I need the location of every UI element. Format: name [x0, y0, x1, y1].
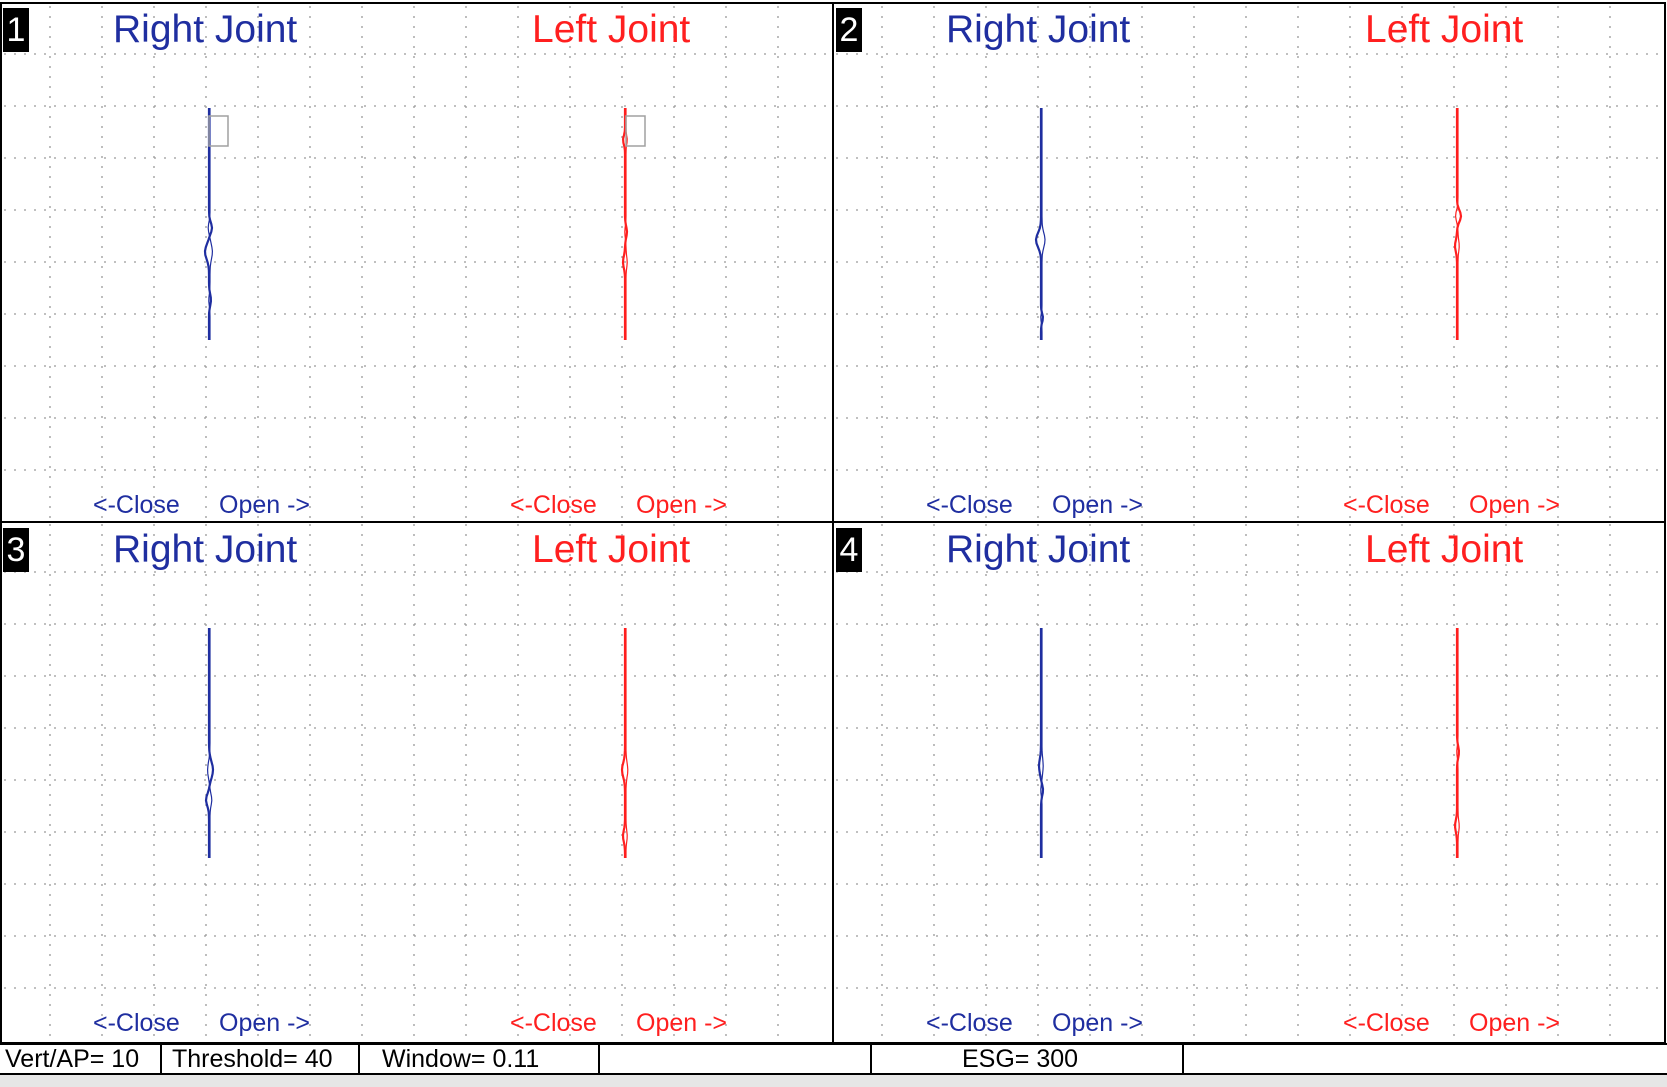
window-status: Window= 0.11: [360, 1045, 600, 1073]
panel-number-4: 4: [836, 528, 862, 572]
left-close-label-2: <-Close: [1343, 491, 1430, 519]
right-close-label-1: <-Close: [93, 491, 180, 519]
left-open-label-3: Open ->: [636, 1009, 728, 1037]
left-close-label-3: <-Close: [510, 1009, 597, 1037]
bottom-strip: [0, 1075, 1667, 1087]
left-open-label-4: Open ->: [1469, 1009, 1561, 1037]
right-joint-title-4: Right Joint: [946, 528, 1131, 571]
left-joint-title-4: Left Joint: [1365, 528, 1524, 571]
right-joint-trace-3: [204, 628, 215, 858]
right-joint-trace-4-return: [1040, 628, 1044, 858]
panel-number-2: 2: [836, 8, 862, 52]
right-close-label-2: <-Close: [926, 491, 1013, 519]
right-open-label-4: Open ->: [1052, 1009, 1144, 1037]
vert-ap-status: Vert/AP= 10: [0, 1045, 162, 1073]
left-joint-trace-2-return: [1454, 108, 1460, 340]
right-joint-trace-2: [1034, 108, 1045, 340]
status-blank-1: [600, 1045, 872, 1073]
right-open-label-3: Open ->: [219, 1009, 311, 1037]
esg-status: ESG= 300: [872, 1045, 1184, 1073]
panel-number-3: 3: [3, 528, 29, 572]
right-joint-title-3: Right Joint: [113, 528, 298, 571]
status-blank-2: [1184, 1045, 1667, 1073]
left-joint-trace-3: [620, 628, 627, 858]
left-joint-trace-3-return: [625, 628, 629, 858]
left-joint-title-2: Left Joint: [1365, 8, 1524, 51]
left-open-label-1: Open ->: [636, 491, 728, 519]
left-close-label-4: <-Close: [1343, 1009, 1430, 1037]
left-joint-trace-2: [1453, 108, 1463, 340]
right-start-marker-1: [208, 115, 229, 147]
status-bar: Vert/AP= 10 Threshold= 40 Window= 0.11 E…: [0, 1043, 1667, 1075]
right-joint-title-1: Right Joint: [113, 8, 298, 51]
left-joint-title-3: Left Joint: [532, 528, 691, 571]
right-joint-trace-4: [1037, 628, 1045, 858]
right-joint-trace-2-return: [1040, 108, 1046, 340]
right-joint-trace-3-return: [206, 628, 213, 858]
right-close-label-3: <-Close: [93, 1009, 180, 1037]
left-close-label-1: <-Close: [510, 491, 597, 519]
right-joint-title-2: Right Joint: [946, 8, 1131, 51]
left-start-marker-1: [625, 115, 646, 147]
right-open-label-2: Open ->: [1052, 491, 1144, 519]
panel-number-1: 1: [3, 8, 29, 52]
left-open-label-2: Open ->: [1469, 491, 1561, 519]
right-open-label-1: Open ->: [219, 491, 311, 519]
left-joint-title-1: Left Joint: [532, 8, 691, 51]
threshold-status: Threshold= 40: [162, 1045, 360, 1073]
right-close-label-4: <-Close: [926, 1009, 1013, 1037]
left-joint-trace-4-return: [1456, 628, 1460, 858]
